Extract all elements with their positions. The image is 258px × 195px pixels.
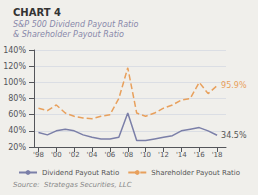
svg-text:100%: 100%: [3, 78, 26, 87]
svg-text:34.5%: 34.5%: [221, 131, 247, 140]
svg-text:CHART 4: CHART 4: [13, 7, 61, 18]
svg-text:95.9%: 95.9%: [221, 81, 247, 90]
svg-text:'18: '18: [212, 151, 223, 159]
svg-text:& Shareholder Payout Ratio: & Shareholder Payout Ratio: [13, 30, 124, 39]
svg-text:'02: '02: [69, 151, 80, 159]
svg-text:Source: Strategas Securities,: Source: Strategas Securities, LLC: [13, 181, 132, 189]
svg-text:'12: '12: [158, 151, 169, 159]
svg-text:140%: 140%: [3, 46, 26, 55]
svg-text:'10: '10: [140, 151, 151, 159]
svg-text:40%: 40%: [8, 126, 26, 135]
svg-text:'04: '04: [87, 151, 98, 159]
svg-text:120%: 120%: [3, 62, 26, 71]
svg-text:'00: '00: [51, 151, 62, 159]
svg-text:'16: '16: [194, 151, 205, 159]
svg-text:'08: '08: [122, 151, 133, 159]
svg-text:'14: '14: [176, 151, 187, 159]
svg-text:Shareholder Payout Ratio: Shareholder Payout Ratio: [151, 169, 240, 177]
svg-text:80%: 80%: [8, 94, 26, 103]
svg-text:S&P 500 Dividend Payout Ratio: S&P 500 Dividend Payout Ratio: [13, 20, 138, 29]
svg-text:60%: 60%: [8, 110, 26, 119]
svg-text:20%: 20%: [8, 143, 26, 152]
svg-text:'98: '98: [33, 151, 44, 159]
svg-text:'06: '06: [104, 151, 115, 159]
svg-text:Dividend Payout Ratio: Dividend Payout Ratio: [42, 169, 119, 177]
